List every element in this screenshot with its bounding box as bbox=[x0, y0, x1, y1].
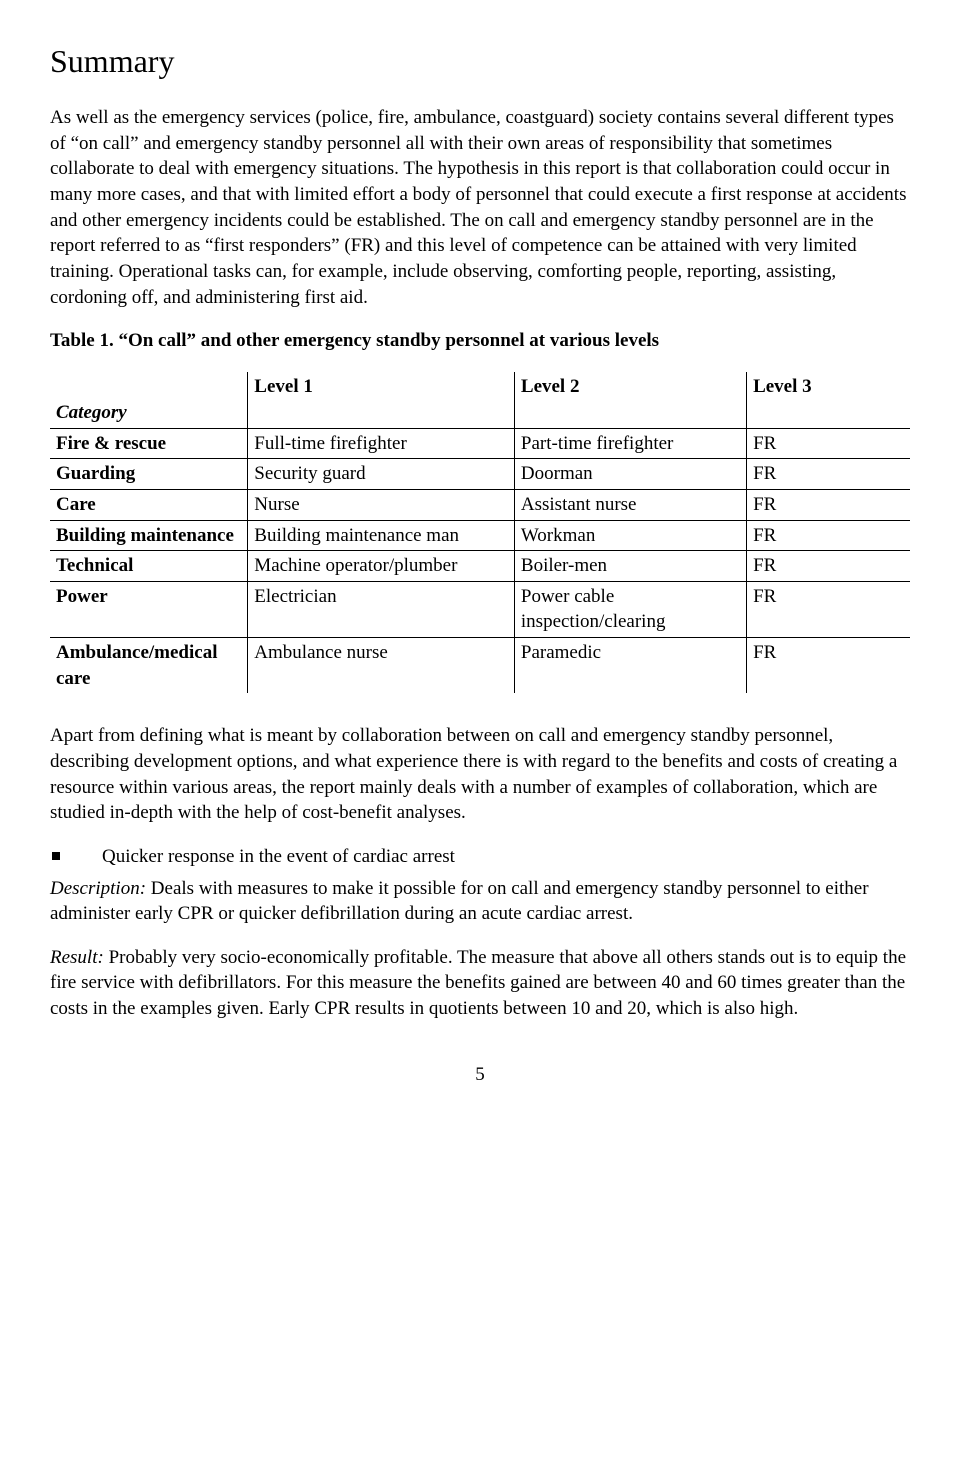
table-cell: Boiler-men bbox=[514, 551, 746, 582]
col-header-level3: Level 3 bbox=[747, 372, 910, 428]
table-cell: Ambulance nurse bbox=[248, 638, 515, 694]
table-caption: Table 1. “On call” and other emergency s… bbox=[50, 328, 910, 354]
table-cell: Power cable inspection/clearing bbox=[514, 581, 746, 637]
result-label: Result: bbox=[50, 947, 104, 968]
col-header-level2: Level 2 bbox=[514, 372, 746, 428]
table-cell: Workman bbox=[514, 520, 746, 551]
table-cell: Security guard bbox=[248, 459, 515, 490]
table-cell: Part-time firefighter bbox=[514, 428, 746, 459]
table-row: Ambulance/medical careAmbulance nursePar… bbox=[50, 638, 910, 694]
result-text: Probably very socio-economically profita… bbox=[50, 947, 906, 1019]
description-text: Deals with measures to make it possible … bbox=[50, 878, 869, 925]
table-cell: Full-time firefighter bbox=[248, 428, 515, 459]
category-cell: Ambulance/medical care bbox=[50, 638, 248, 694]
description-label: Description: bbox=[50, 878, 146, 899]
table-cell: FR bbox=[747, 520, 910, 551]
category-cell: Building maintenance bbox=[50, 520, 248, 551]
table-corner: Category bbox=[50, 372, 248, 428]
category-label: Category bbox=[56, 402, 127, 423]
table-row: PowerElectricianPower cable inspection/c… bbox=[50, 581, 910, 637]
table-cell: FR bbox=[747, 489, 910, 520]
table-cell: Assistant nurse bbox=[514, 489, 746, 520]
table-header-row: Category Level 1 Level 2 Level 3 bbox=[50, 372, 910, 428]
table-row: TechnicalMachine operator/plumberBoiler-… bbox=[50, 551, 910, 582]
bullet-item: Quicker response in the event of cardiac… bbox=[50, 844, 910, 870]
personnel-table: Category Level 1 Level 2 Level 3 Fire & … bbox=[50, 372, 910, 693]
table-cell: FR bbox=[747, 459, 910, 490]
page-title: Summary bbox=[50, 40, 910, 83]
table-cell: Nurse bbox=[248, 489, 515, 520]
page-number: 5 bbox=[50, 1062, 910, 1088]
table-row: CareNurseAssistant nurseFR bbox=[50, 489, 910, 520]
table-row: Building maintenanceBuilding maintenance… bbox=[50, 520, 910, 551]
category-cell: Technical bbox=[50, 551, 248, 582]
after-table-paragraph: Apart from defining what is meant by col… bbox=[50, 723, 910, 826]
col-header-level1: Level 1 bbox=[248, 372, 515, 428]
table-cell: FR bbox=[747, 638, 910, 694]
table-cell: Doorman bbox=[514, 459, 746, 490]
category-cell: Fire & rescue bbox=[50, 428, 248, 459]
category-cell: Guarding bbox=[50, 459, 248, 490]
table-cell: Building maintenance man bbox=[248, 520, 515, 551]
table-cell: FR bbox=[747, 428, 910, 459]
intro-paragraph: As well as the emergency services (polic… bbox=[50, 105, 910, 310]
table-cell: FR bbox=[747, 551, 910, 582]
table-cell: Machine operator/plumber bbox=[248, 551, 515, 582]
bullet-text: Quicker response in the event of cardiac… bbox=[102, 844, 455, 870]
table-cell: Electrician bbox=[248, 581, 515, 637]
result-paragraph: Result: Probably very socio-economically… bbox=[50, 945, 910, 1022]
table-cell: Paramedic bbox=[514, 638, 746, 694]
category-cell: Care bbox=[50, 489, 248, 520]
table-cell: FR bbox=[747, 581, 910, 637]
table-row: GuardingSecurity guardDoormanFR bbox=[50, 459, 910, 490]
category-cell: Power bbox=[50, 581, 248, 637]
description-paragraph: Description: Deals with measures to make… bbox=[50, 876, 910, 927]
square-bullet-icon bbox=[52, 852, 60, 860]
table-row: Fire & rescueFull-time firefighterPart-t… bbox=[50, 428, 910, 459]
